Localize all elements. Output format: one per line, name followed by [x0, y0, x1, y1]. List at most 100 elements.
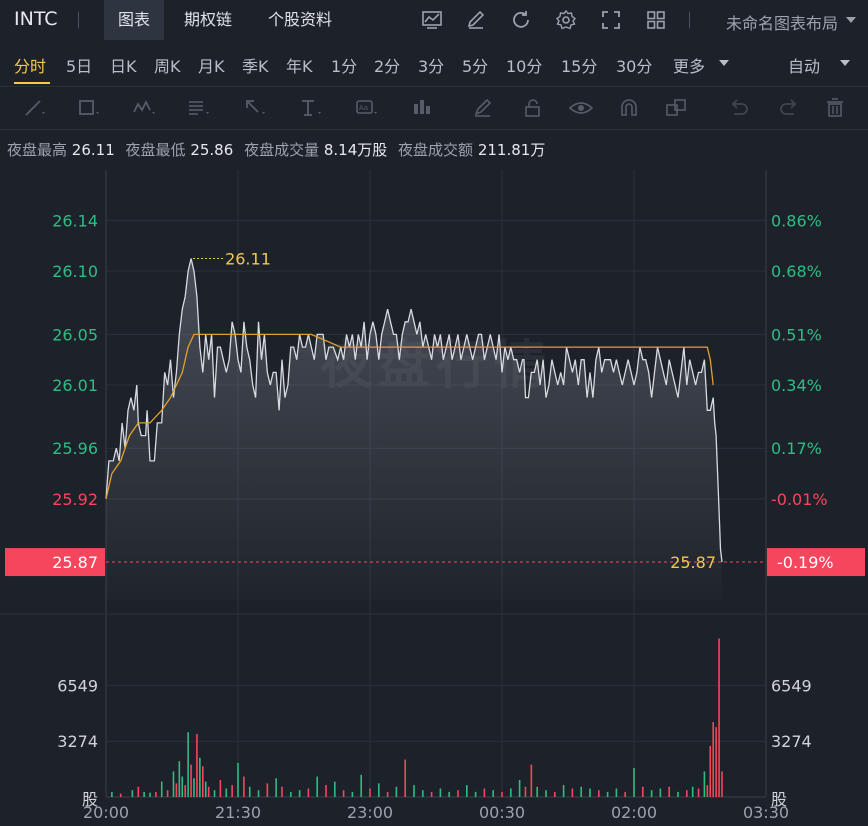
volume-bar	[703, 771, 706, 797]
volume-tick-label-left: 3274	[57, 732, 98, 751]
undo-icon[interactable]	[726, 96, 752, 120]
redo-icon[interactable]	[776, 96, 802, 120]
layout-selector[interactable]: 未命名图表布局	[725, 14, 838, 33]
volume-bar	[404, 759, 406, 797]
volume-bar	[510, 788, 512, 797]
layers-icon[interactable]	[664, 96, 690, 120]
trash-icon[interactable]	[822, 96, 848, 120]
volume-bar	[571, 788, 574, 797]
volume-bar	[248, 786, 251, 797]
timeframe-yearly[interactable]: 年K	[286, 57, 313, 76]
grid-icon[interactable]	[645, 9, 667, 31]
volume-bar	[562, 785, 565, 797]
volume-bar	[342, 790, 345, 797]
chevron-down-icon[interactable]	[846, 17, 856, 23]
volume-bar	[624, 791, 626, 797]
svg-text:Aa: Aa	[359, 104, 368, 112]
current-pct-label: -0.19%	[777, 553, 834, 572]
volume-bar	[257, 790, 260, 797]
volume-bar	[184, 785, 186, 797]
timeframe-1min[interactable]: 1分	[331, 57, 358, 76]
volume-bar	[225, 788, 228, 797]
magnet-icon[interactable]	[616, 96, 642, 120]
chart-indicator-icon[interactable]	[421, 9, 443, 31]
volume-bar	[615, 788, 618, 797]
volume-bar	[589, 788, 591, 797]
volume-bar	[386, 791, 389, 797]
timeframe-daily[interactable]: 日K	[110, 57, 137, 76]
volume-bar	[213, 790, 216, 797]
volume-bar	[207, 786, 210, 797]
volume-bar	[160, 781, 163, 797]
text-tool-icon[interactable]	[298, 96, 324, 120]
volume-bar	[143, 791, 145, 797]
volume-bar	[243, 776, 245, 797]
volume-bar	[501, 791, 503, 797]
volume-bar	[422, 790, 424, 797]
timeframe-monthly[interactable]: 月K	[198, 57, 225, 76]
fullscreen-icon[interactable]	[600, 9, 622, 31]
volume-bar	[518, 779, 521, 797]
low-value: 25.86	[190, 141, 234, 159]
volume-bar	[580, 786, 582, 797]
lock-icon[interactable]	[520, 96, 546, 120]
volume-bar	[691, 786, 694, 797]
timeframe-10min[interactable]: 10分	[506, 57, 543, 76]
timeframe-5d[interactable]: 5日	[66, 57, 93, 76]
timeframe-quarterly[interactable]: 季K	[242, 57, 269, 76]
price-tick-label: 26.10	[52, 262, 98, 281]
volume-bar	[196, 733, 198, 797]
volume-bar	[187, 732, 189, 797]
tab-stock-profile[interactable]: 个股资料	[268, 10, 333, 29]
timeframe-intraday[interactable]: 分时	[14, 57, 47, 76]
volume-bar	[172, 771, 175, 797]
gear-icon[interactable]	[555, 9, 577, 31]
volume-bar	[204, 781, 207, 797]
top-bar: INTC 图表 期权链 个股资料 未命名图表布局	[0, 0, 868, 41]
brush-icon[interactable]	[470, 96, 496, 120]
amount-label: 夜盘成交额	[398, 141, 474, 159]
volume-bar	[190, 764, 192, 797]
bar-pattern-icon[interactable]	[410, 96, 436, 120]
timeframe-more[interactable]: 更多	[673, 57, 706, 76]
volume-bar	[178, 761, 181, 797]
volume-tick-label-right: 6549	[771, 676, 812, 695]
pen-icon[interactable]	[465, 9, 487, 31]
auto-scale-selector[interactable]: 自动	[788, 57, 821, 76]
line-tool-icon[interactable]	[22, 96, 48, 120]
volume-value: 8.14万股	[323, 141, 388, 159]
timeframe-15min[interactable]: 15分	[561, 57, 598, 76]
arrow-tool-icon[interactable]	[242, 96, 268, 120]
volume-bar	[483, 788, 486, 797]
volume-bar	[281, 786, 283, 797]
chevron-down-icon[interactable]	[840, 60, 850, 66]
volume-bar	[334, 781, 336, 797]
chevron-down-icon[interactable]	[719, 60, 729, 66]
wave-tool-icon[interactable]	[132, 96, 158, 120]
volume-bar	[193, 778, 195, 797]
note-tool-icon[interactable]: Aa	[354, 96, 380, 120]
tab-chart[interactable]: 图表	[104, 0, 165, 40]
fib-tool-icon[interactable]	[186, 96, 212, 120]
refresh-icon[interactable]	[510, 9, 532, 31]
timeframe-30min[interactable]: 30分	[616, 57, 653, 76]
pct-tick-label: -0.01%	[771, 490, 828, 509]
current-pct-badge	[767, 548, 865, 577]
timeframe-2min[interactable]: 2分	[374, 57, 401, 76]
volume-bar	[545, 790, 547, 797]
volume-bar	[360, 774, 362, 797]
volume-bar	[721, 771, 723, 797]
tab-options-chain[interactable]: 期权链	[184, 10, 233, 29]
volume-bar	[712, 722, 714, 797]
timeframe-3min[interactable]: 3分	[418, 57, 445, 76]
timeframe-weekly[interactable]: 周K	[154, 57, 181, 76]
price-tick-label: 25.92	[52, 490, 98, 509]
volume-bar	[706, 785, 709, 797]
timeframe-5min[interactable]: 5分	[462, 57, 489, 76]
volume-bar	[237, 762, 239, 797]
eye-icon[interactable]	[568, 96, 594, 120]
volume-bar	[492, 790, 494, 797]
rect-tool-icon[interactable]	[76, 96, 102, 120]
volume-bar	[369, 788, 371, 797]
